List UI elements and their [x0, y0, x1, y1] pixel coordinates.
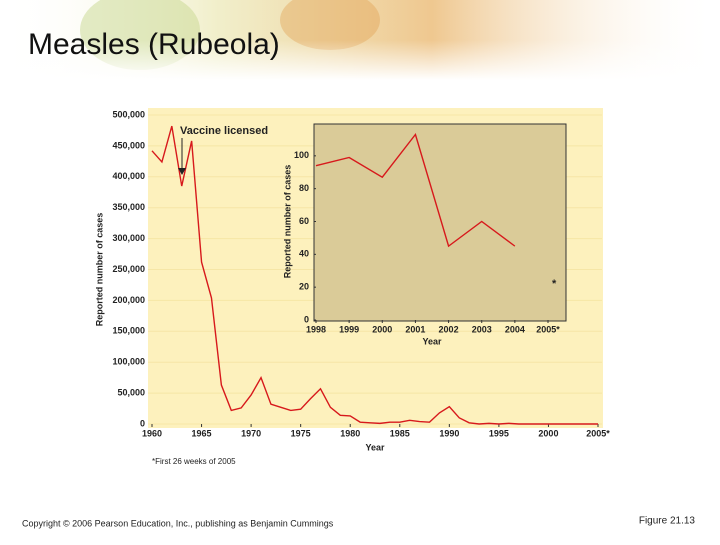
y-tick-label: 500,000: [112, 109, 145, 119]
x-tick-label: 2001: [405, 324, 425, 334]
banner-fade: [0, 40, 720, 80]
y-tick-label: 100: [294, 150, 309, 160]
y-tick-label: 40: [299, 249, 309, 259]
y-tick-label: 200,000: [112, 295, 145, 305]
x-tick-label: 2002: [439, 324, 459, 334]
y-tick-label: 20: [299, 282, 309, 292]
y-tick-label: 300,000: [112, 233, 145, 243]
y-tick-label: 50,000: [117, 387, 145, 397]
x-tick-label: 2003: [472, 324, 492, 334]
x-tick-label: 1960: [142, 428, 162, 438]
figure-label: Figure 21.13: [639, 516, 696, 527]
y-tick-label: 60: [299, 216, 309, 226]
y-axis-label: Reported number of cases: [282, 165, 292, 279]
x-tick-label: 1985: [390, 428, 410, 438]
x-tick-label: 2005*: [586, 428, 610, 438]
series-line: [151, 125, 598, 425]
inset-panel: [313, 123, 567, 322]
inset-chart: 0 20 40 60 80 100 1998 1999 2000 2001 2002 2003 2004…: [282, 132, 560, 346]
x-tick-label: 2000: [538, 428, 558, 438]
x-tick-label: 2004: [505, 324, 525, 334]
y-tick-label: 450,000: [112, 140, 145, 150]
copyright: Copyright © 2006 Pearson Education, Inc.…: [22, 518, 334, 528]
y-tick-label: 250,000: [112, 264, 145, 274]
x-tick-label: 1980: [340, 428, 360, 438]
x-tick-label: 1995: [489, 428, 509, 438]
y-tick-label: 350,000: [112, 202, 145, 212]
x-tick-label: 1999: [339, 324, 359, 334]
arrow-head: [178, 168, 186, 175]
slide-title: Measles (Rubeola): [28, 28, 280, 61]
y-tick-label: 100,000: [112, 357, 145, 367]
x-axis-label: Year: [365, 442, 385, 452]
y-axis-label: Reported number of cases: [94, 213, 104, 327]
x-axis-label: Year: [422, 336, 442, 346]
series-line: [315, 132, 516, 248]
footnote: *First 26 weeks of 2005: [152, 457, 236, 466]
y-tick-label: 80: [299, 183, 309, 193]
x-tick-label: 1990: [439, 428, 459, 438]
x-tick-label: 1965: [192, 428, 212, 438]
y-tick-label: 400,000: [112, 171, 145, 181]
x-tick-label: 2000: [372, 324, 392, 334]
x-tick-label: 2005*: [536, 324, 560, 334]
annotation: Vaccine licensed: [180, 125, 268, 137]
banner-shape: [280, 0, 380, 50]
y-tick-label: 0: [140, 418, 145, 428]
x-tick-label: 1975: [291, 428, 311, 438]
y-tick-label: 0: [304, 314, 309, 324]
y-tick-label: 150,000: [112, 326, 145, 336]
x-tick-label: 1998: [306, 324, 326, 334]
inset-note: *: [552, 278, 557, 290]
x-tick-label: 1970: [241, 428, 261, 438]
